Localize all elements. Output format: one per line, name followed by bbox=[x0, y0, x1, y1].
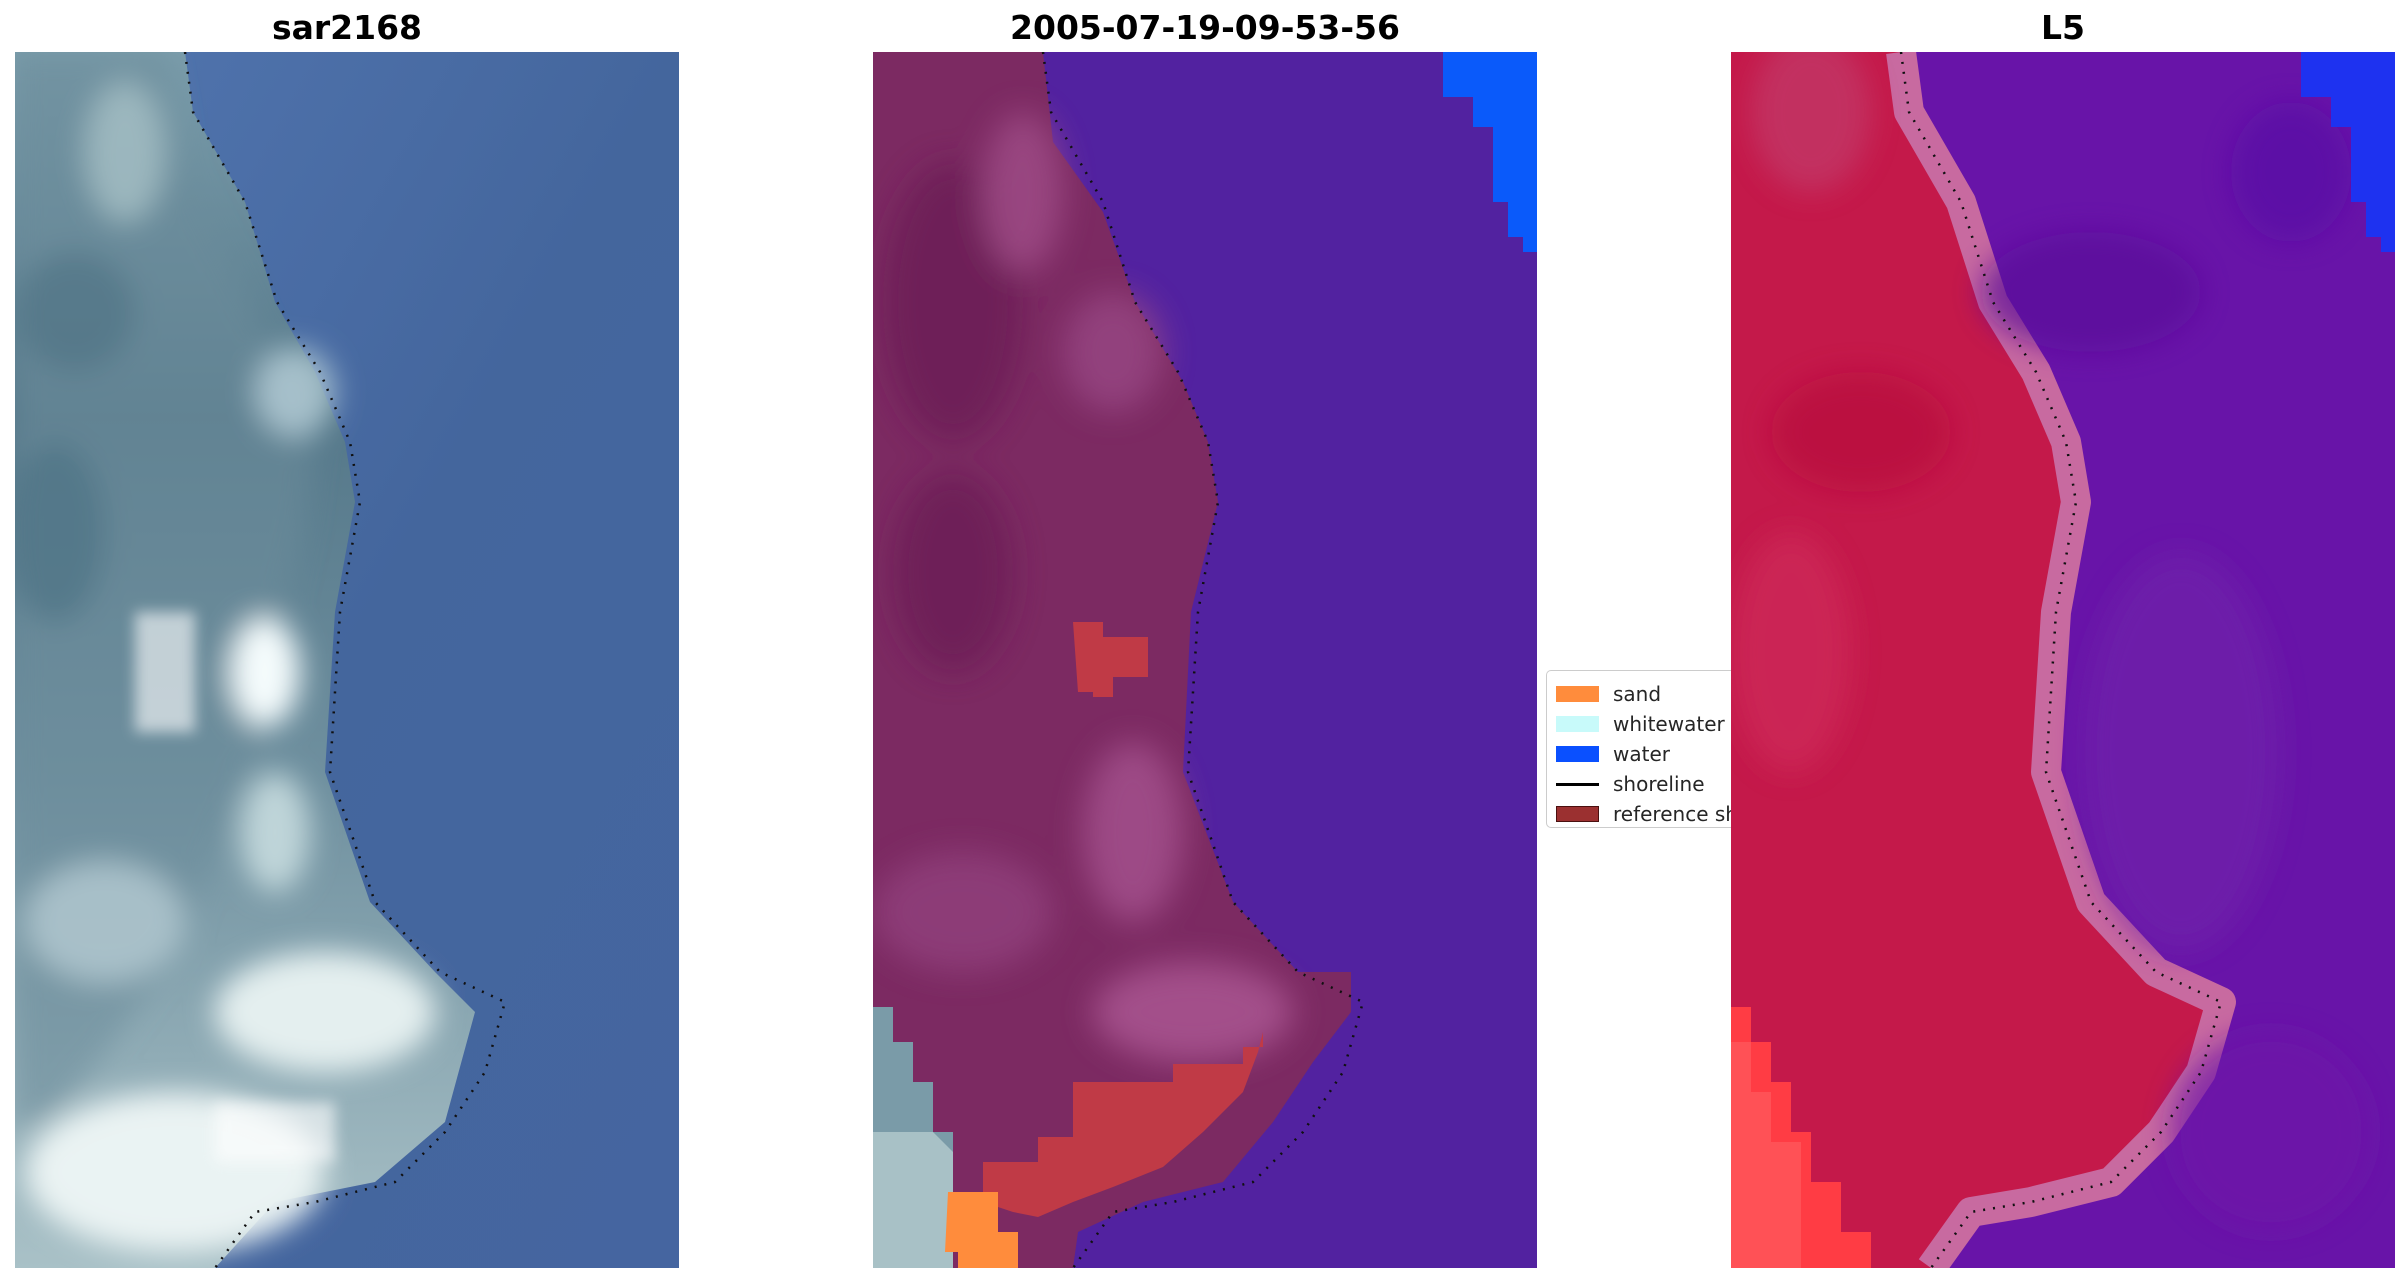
sar-image-panel bbox=[15, 52, 679, 1268]
panel-title-sar: sar2168 bbox=[271, 8, 423, 47]
legend-item-shoreline: shoreline bbox=[1547, 769, 1731, 799]
legend: sand whitewater water shoreline referenc… bbox=[1546, 670, 1731, 828]
legend-label-sand: sand bbox=[1613, 682, 1662, 706]
legend-label-whitewater: whitewater bbox=[1613, 712, 1725, 736]
legend-item-water: water bbox=[1547, 739, 1731, 769]
legend-item-sand: sand bbox=[1547, 679, 1731, 709]
legend-label-reference-shoreline: reference shoreline bbox=[1613, 802, 1731, 826]
sar-image bbox=[15, 52, 679, 1268]
legend-item-reference-shoreline: reference shoreline bbox=[1547, 799, 1731, 827]
l5-image-panel bbox=[1731, 52, 2395, 1268]
legend-item-whitewater: whitewater bbox=[1547, 709, 1731, 739]
panel-title-classification: 2005-07-19-09-53-56 bbox=[1010, 8, 1400, 47]
legend-swatch-whitewater bbox=[1556, 716, 1599, 732]
classification-image bbox=[873, 52, 1537, 1268]
legend-swatch-water bbox=[1556, 746, 1599, 762]
legend-label-shoreline: shoreline bbox=[1613, 772, 1705, 796]
legend-swatch-reference-shoreline bbox=[1556, 806, 1599, 822]
classification-panel bbox=[873, 52, 1537, 1268]
legend-swatch-sand bbox=[1556, 686, 1599, 702]
legend-label-water: water bbox=[1613, 742, 1670, 766]
legend-swatch-shoreline bbox=[1556, 783, 1599, 786]
panel-title-l5: L5 bbox=[2041, 8, 2085, 47]
l5-image bbox=[1731, 52, 2395, 1268]
